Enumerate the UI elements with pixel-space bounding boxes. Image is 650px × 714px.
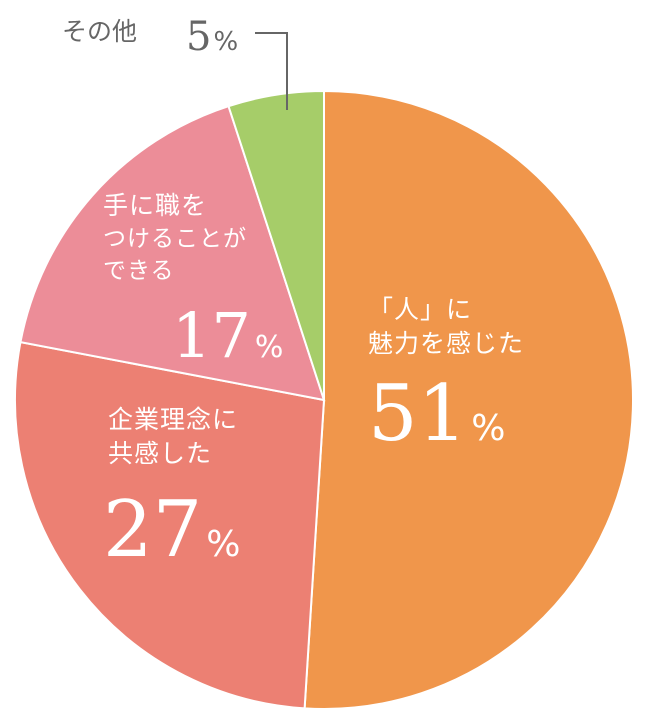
slice-value-unit-51: % xyxy=(471,408,505,449)
slice-value-27: 27% xyxy=(103,485,240,575)
pie-slice-17 xyxy=(19,104,326,402)
slice-label-line-27-2: 共感した xyxy=(108,439,212,468)
slice-value-number-5: 5 xyxy=(186,14,211,60)
slice-value-51: 51% xyxy=(368,369,505,459)
slice-value-unit-27: % xyxy=(206,524,240,565)
slice-label-line-17-2: つけることが xyxy=(103,226,247,252)
slice-value-number-51: 51 xyxy=(368,369,467,459)
slice-value-17: 17% xyxy=(172,299,283,372)
slice-label-line-17-3: できる xyxy=(103,258,175,284)
slice-value-number-27: 27 xyxy=(103,485,202,575)
slice-label-line-17-1: 手に職を xyxy=(103,191,207,220)
pie-slice-27 xyxy=(14,340,326,710)
pie-slices xyxy=(14,89,634,710)
pie-slice-5 xyxy=(227,89,325,401)
slice-label-5: その他 xyxy=(62,17,137,46)
slice-value-unit-5: % xyxy=(213,27,238,57)
slice-value-5: 5% xyxy=(186,14,238,60)
slice-label-line-51-2: 魅力を感じた xyxy=(368,329,524,358)
slice-value-unit-17: % xyxy=(255,330,284,365)
leader-line-5 xyxy=(255,32,288,110)
slice-label-line-51-1: 「人」に xyxy=(368,295,472,324)
slice-value-number-17: 17 xyxy=(172,299,251,372)
slice-label-line-27-1: 企業理念に xyxy=(108,405,238,434)
pie-slice-51 xyxy=(303,89,634,710)
